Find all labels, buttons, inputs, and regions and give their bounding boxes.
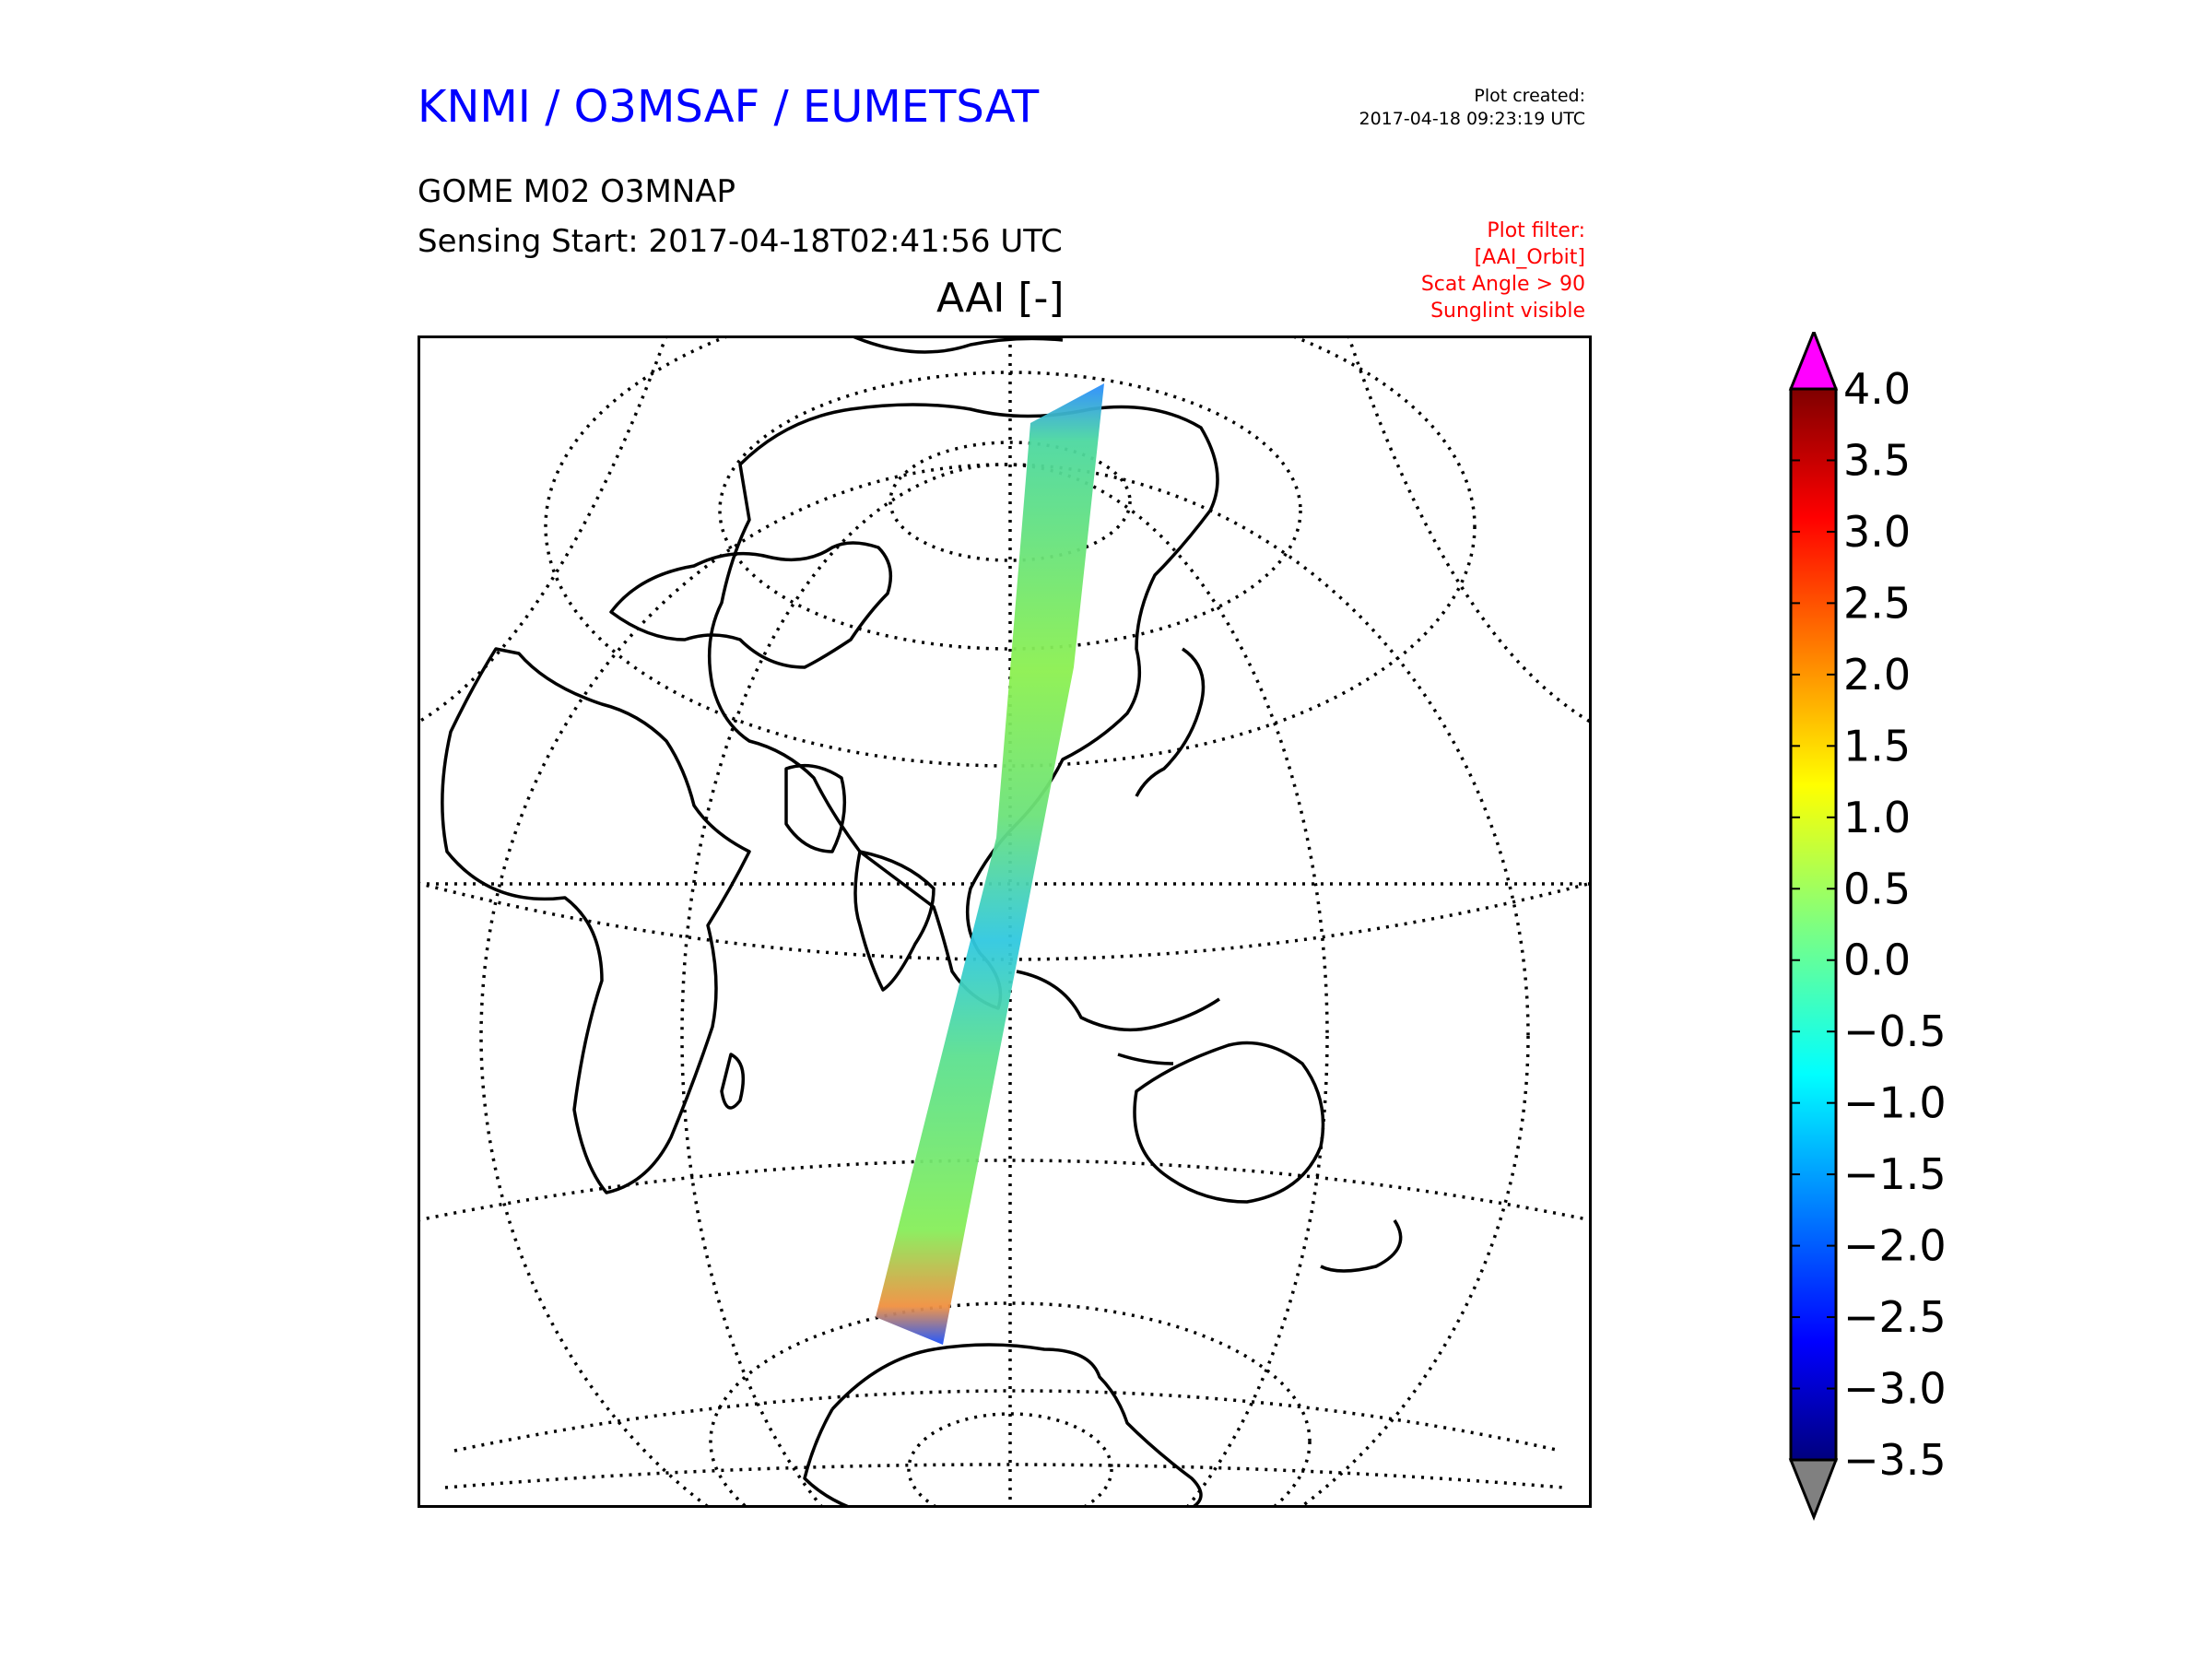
arabia-coastline — [784, 763, 847, 853]
map-border — [418, 335, 1592, 1508]
filter-line: [AAI_Orbit] — [1474, 246, 1585, 269]
africa-coastline — [441, 647, 751, 1194]
colorbar-tick-label: −2.5 — [1843, 1292, 1947, 1342]
colorbar-tick-label: 3.0 — [1843, 507, 1911, 557]
colorbar: 4.0 3.5 3.0 2.5 2.0 1.5 1.0 0.5 0.0 −0.5 −1.0 −1.5 −… — [1788, 332, 1947, 1521]
colorbar-tick-label: 2.5 — [1843, 578, 1911, 628]
colorbar-tick-label: 4.0 — [1843, 364, 1911, 414]
filter-line: Sunglint visible — [1430, 300, 1585, 323]
colorbar-over-arrow — [1788, 332, 1839, 391]
plot-created-label: Plot created: — [1474, 86, 1585, 106]
colorbar-ticks: 4.0 3.5 3.0 2.5 2.0 1.5 1.0 0.5 0.0 −0.5 −1.0 −1.5 −… — [1791, 364, 1947, 1485]
colorbar-tick-label: −3.5 — [1843, 1435, 1947, 1485]
organization-title: KNMI / O3MSAF / EUMETSAT — [418, 81, 1040, 133]
india-coastline — [853, 850, 935, 992]
colorbar-tick-label: −3.0 — [1843, 1364, 1947, 1414]
colorbar-tick-label: −2.0 — [1843, 1221, 1947, 1271]
colorbar-under-arrow — [1788, 1458, 1839, 1521]
colorbar-tick-label: −0.5 — [1843, 1006, 1947, 1056]
greenland-coastline — [850, 335, 1064, 354]
southeast-asia-coastline — [1016, 970, 1220, 1065]
colorbar-tick-label: 1.5 — [1843, 721, 1911, 771]
colorbar-tick-label: −1.5 — [1843, 1149, 1947, 1199]
map-panel — [418, 335, 1592, 1508]
graticule — [418, 335, 1592, 1508]
filter-line: Plot filter: — [1487, 219, 1585, 242]
filter-line: Scat Angle > 90 — [1420, 273, 1585, 296]
colorbar-tick-label: 3.5 — [1843, 435, 1911, 485]
madagascar-coastline — [720, 1053, 746, 1110]
australia-coastline — [1133, 1041, 1325, 1204]
colorbar-tick-label: 0.5 — [1843, 864, 1911, 913]
antarctica-coastline — [803, 1343, 1203, 1508]
product-name: GOME M02 O3MNAP — [418, 173, 736, 210]
plot-created: Plot created: 2017-04-18 09:23:19 UTC — [1359, 85, 1586, 131]
colorbar-tick-label: −1.0 — [1843, 1078, 1947, 1128]
colorbar-tick-label: 1.0 — [1843, 793, 1911, 842]
europe-coastline — [609, 541, 893, 669]
japan-coastline — [1135, 647, 1206, 797]
colorbar-tick-label: 0.0 — [1843, 935, 1911, 985]
plot-created-value: 2017-04-18 09:23:19 UTC — [1359, 109, 1586, 129]
new-zealand-coastline — [1320, 1219, 1403, 1273]
sensing-start: Sensing Start: 2017-04-18T02:41:56 UTC — [418, 223, 1063, 260]
asia-coastline — [707, 403, 1219, 1010]
plot-filters: Plot filter: [AAI_Orbit] Scat Angle > 90… — [1421, 218, 1585, 324]
colorbar-gradient — [1789, 387, 1838, 1462]
map-title: AAI [-] — [936, 275, 1065, 322]
aai-swath — [876, 383, 1104, 1345]
colorbar-tick-label: 2.0 — [1843, 650, 1911, 700]
